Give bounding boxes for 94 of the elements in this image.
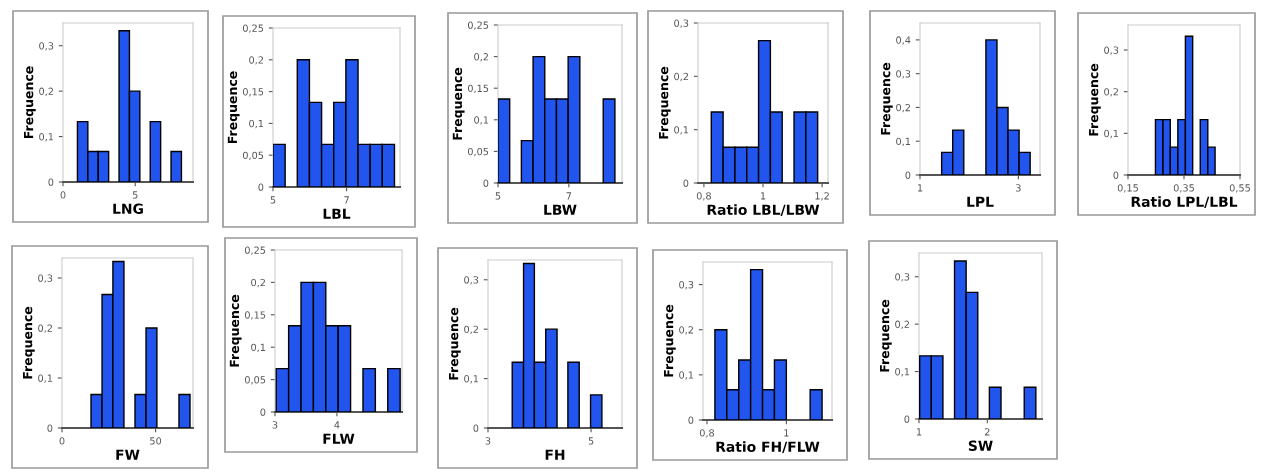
y-tick-label: 0 xyxy=(48,178,54,186)
x-tick-label: 0 xyxy=(59,437,65,445)
y-tick-label: 0,1 xyxy=(896,137,911,147)
y-tick-label: 0,25 xyxy=(242,24,264,33)
x-tick-label: 0,8 xyxy=(699,429,715,438)
y-tick-label: 0,4 xyxy=(896,36,911,45)
y-tick-label: 0,2 xyxy=(38,324,52,333)
x-tick-label: 7 xyxy=(344,196,349,204)
x-tick-label: 0,55 xyxy=(1229,184,1250,193)
x-axis-title: LPL xyxy=(967,196,994,207)
x-tick-label: 5 xyxy=(495,192,501,200)
y-tick-label: 0,1 xyxy=(474,116,489,125)
y-axis-title: Frequence xyxy=(664,304,676,377)
y-tick-label: 0,1 xyxy=(39,133,54,142)
y-tick-label: 0 xyxy=(683,179,689,187)
x-tick-label: 3 xyxy=(272,421,278,429)
x-tick-label: 5 xyxy=(588,437,594,445)
x-tick-label: 1 xyxy=(916,428,922,436)
x-tick-label: 7 xyxy=(566,192,572,200)
x-axis-title: Ratio FH/FLW xyxy=(716,441,820,454)
x-tick-label: 5 xyxy=(270,196,276,204)
x-tick-label: 1 xyxy=(760,192,766,200)
y-axis-title: Frequence xyxy=(227,71,240,144)
y-tick-label: 0,15 xyxy=(467,84,489,94)
y-tick-label: 0,1 xyxy=(38,374,53,383)
y-tick-label: 0,2 xyxy=(679,326,693,335)
y-tick-label: 0 xyxy=(483,179,489,187)
y-tick-label: 0 xyxy=(688,416,694,424)
y-tick-label: 0,1 xyxy=(674,126,689,135)
y-tick-label: 0,3 xyxy=(674,19,689,28)
y-tick-label: 0,3 xyxy=(464,276,479,285)
y-tick-label: 0,2 xyxy=(896,103,910,113)
y-tick-label: 0,3 xyxy=(895,273,910,282)
y-tick-label: 0,05 xyxy=(467,147,489,157)
y-tick-label: 0,25 xyxy=(467,21,489,30)
y-tick-label: 0,2 xyxy=(39,87,53,96)
y-tick-label: 0,15 xyxy=(244,311,266,320)
y-tick-label: 0,2 xyxy=(895,320,909,329)
x-tick-label: 2 xyxy=(984,428,990,436)
y-tick-label: 0,1 xyxy=(895,368,910,377)
y-tick-label: 0,1 xyxy=(251,343,266,353)
x-axis-title: LNG xyxy=(113,203,143,214)
y-tick-label: 0,25 xyxy=(244,246,266,255)
y-tick-label: 0,2 xyxy=(474,53,488,62)
y-tick-label: 0,3 xyxy=(679,281,694,290)
y-axis-title: Frequence xyxy=(880,299,892,372)
x-tick-label: 0,35 xyxy=(1173,184,1194,193)
y-tick-label: 0 xyxy=(1113,171,1119,179)
x-axis-title: LBW xyxy=(544,204,577,215)
y-tick-label: 0 xyxy=(260,408,266,416)
x-tick-label: 3 xyxy=(1016,184,1021,192)
y-axis-title: Frequence xyxy=(881,62,893,135)
x-tick-label: 50 xyxy=(150,437,162,445)
y-axis-title: Frequence xyxy=(659,66,671,139)
y-axis-title: Frequence xyxy=(229,294,242,367)
y-axis-title: Frequence xyxy=(452,67,465,140)
x-tick-label: 5 xyxy=(132,191,138,199)
y-tick-label: 0,2 xyxy=(251,278,265,288)
y-tick-label: 0,2 xyxy=(674,72,688,82)
x-axis-title: FW xyxy=(116,449,140,460)
y-axis-title: Frequence xyxy=(1089,63,1101,136)
x-tick-label: 3 xyxy=(485,437,491,445)
x-tick-label: 0,8 xyxy=(696,192,711,201)
y-axis-title: Frequence xyxy=(24,66,36,139)
y-tick-label: 0,15 xyxy=(242,88,264,97)
y-tick-label: 0 xyxy=(905,171,911,179)
x-tick-label: 1 xyxy=(784,429,789,437)
y-tick-label: 0,05 xyxy=(244,376,266,385)
x-tick-label: 0,15 xyxy=(1117,184,1138,193)
y-tick-label: 0,1 xyxy=(679,371,694,380)
y-axis-title: Frequence xyxy=(449,307,461,380)
y-tick-label: 0,1 xyxy=(1104,129,1119,139)
y-tick-label: 0,3 xyxy=(896,70,911,79)
y-axis-title: Frequence xyxy=(23,306,35,379)
x-tick-label: 1,2 xyxy=(815,192,829,201)
y-tick-label: 0 xyxy=(904,415,910,423)
x-axis-title: Ratio LBL/LBW xyxy=(707,204,820,217)
x-axis-title: Ratio LPL/LBL xyxy=(1131,196,1238,209)
y-tick-label: 0,2 xyxy=(1104,88,1118,97)
y-tick-label: 0,05 xyxy=(242,151,264,161)
x-axis-title: SW xyxy=(968,440,993,451)
y-tick-label: 0,2 xyxy=(464,325,478,334)
y-tick-label: 0,1 xyxy=(249,119,264,129)
x-tick-label: 4 xyxy=(334,421,340,429)
y-tick-label: 0,3 xyxy=(1104,46,1119,55)
y-tick-label: 0,1 xyxy=(464,375,479,384)
x-tick-label: 1 xyxy=(917,184,923,192)
x-tick-label: 0 xyxy=(60,191,66,199)
y-tick-label: 0,2 xyxy=(249,56,263,65)
y-tick-label: 0,3 xyxy=(38,274,53,283)
y-tick-label: 0,3 xyxy=(39,42,54,51)
x-axis-title: FH xyxy=(545,449,565,460)
x-axis-title: FLW xyxy=(323,433,355,444)
x-axis-title: LBL xyxy=(323,208,351,219)
